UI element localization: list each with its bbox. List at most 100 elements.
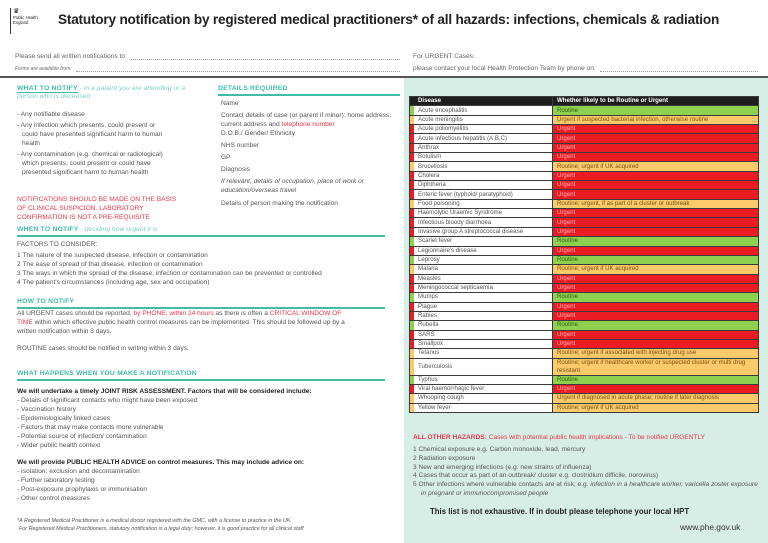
urgency-cell: Urgent if diagnosed in acute phase; rout… [552,393,759,404]
table-row: Tuberculosis Routine; urgent if healthcar… [409,357,759,376]
urgency-color-strip [410,125,414,134]
disease-name: Rabies [418,312,437,320]
factor-item: 3 The ways in which the spread of the di… [17,269,322,277]
other-hazards-section: ALL OTHER HAZARDS: Cases with potential … [413,433,758,499]
footnote: *A Registered Medical Practitioner is a … [17,517,387,533]
notify-item: - Any notifiable disease [17,111,85,118]
urgency-cell: Routine [552,320,759,331]
urgency-color-strip [410,283,414,293]
website-link[interactable]: www.phe.gov.uk [680,522,741,532]
urgency-color-strip [410,199,414,209]
disease-cell: Viral haemorrhagic fever [409,383,553,395]
disease-name: Brucellosis [418,162,448,170]
details-required-title: DETAILS REQUIRED [218,85,288,92]
what-happens-section: WHAT HAPPENS WHEN YOU MAKE A NOTIFICATIO… [17,370,385,503]
urgent-contact-label: please contact your local Health Protect… [413,65,596,72]
disease-cell: Typhus [409,374,553,385]
urgency-color-strip [410,115,414,125]
table-row: Legionnaire's disease Urgent [409,245,759,256]
disease-cell: Enteric fever (typhoid/ paratyphoid) [409,189,553,200]
table-row: Infectious bloody diarrhoea Urgent [409,217,759,228]
urgency-color-strip [410,339,414,349]
urgency-color-strip [410,106,414,115]
disease-cell: Cholera [409,170,553,182]
disease-name: Food poisoning [418,199,460,207]
urgency-color-strip [410,384,414,394]
risk-item: - Details of significant contacts who mi… [17,396,198,404]
detail-telephone: telephone number [281,120,335,128]
urgent-contact-field: please contact your local Health Protect… [413,65,758,72]
disease-cell: Haemolytic Uraemic Syndrome [409,208,553,219]
disease-cell: Scarlet fever [409,236,553,247]
disease-cell: Smallpox [409,338,553,350]
when-to-notify-section: WHEN TO NOTIFY - deciding how urgent it … [17,226,385,287]
table-row: Acute poliomyelitis Urgent [409,124,759,135]
risk-item: - Factors that may make contacts more vu… [17,423,164,431]
critical-window: CRITICAL WINDOW OF TIME [17,309,342,326]
urgency-cell: Urgent [552,189,759,200]
hazard-item: 1 Chemical exposure e.g. Carbon monoxide… [413,446,586,453]
disease-name: Scarlet fever [418,237,453,245]
table-row: Measles Urgent [409,273,759,284]
table-row: Rabies Urgent [409,310,759,322]
what-to-notify-title: WHAT TO NOTIFY [17,85,78,93]
disease-name: Leprosy [418,256,440,264]
table-row: Anthrax Urgent [409,142,759,154]
factor-item: 2 The ease of spread of that disease, in… [17,260,203,268]
clinical-suspicion-warning: NOTIFICATIONS SHOULD BE MADE ON THE BASI… [17,196,177,221]
disease-cell: Rabies [409,310,553,322]
disease-name: Meningococcal septicaemia [418,284,493,292]
disease-cell: SARS [409,329,553,340]
urgent-reporting-text: All URGENT cases should be reported, by … [17,309,357,336]
disease-name: Smallpox [418,340,444,348]
notify-item: - Any contamination (e.g. chemical or ra… [17,151,163,176]
what-to-notify-subtitle: - in a patient you are attending or a pe… [17,85,186,100]
urgency-cell: Routine; urgent if UK acquired [552,402,759,414]
urgency-cell: Routine; urgent if healthcare worker or … [552,357,759,376]
footnote-line: For Registered Medical Practitioners, st… [19,526,304,532]
detail-contact: Contact details of case (or parent if mi… [221,111,400,129]
factors-heading: FACTORS TO CONSIDER: [17,240,98,248]
disease-name: Tetanus [418,349,440,357]
urgency-cell: Urgent [552,338,759,350]
table-row: Whooping cough Urgent if diagnosed in acu… [409,393,759,404]
urgency-cell: Urgent [552,217,759,228]
disease-cell: Acute encephalitis [409,105,553,116]
urgency-color-strip [410,237,414,246]
divider [218,94,400,96]
disease-cell: Legionnaire's disease [409,245,553,256]
urgent-phone-blank[interactable] [599,66,758,72]
table-row: Rubella Routine [409,320,759,331]
urgency-cell: Urgent [552,208,759,219]
detail-nhs: NHS number [221,141,260,149]
disease-name: Acute poliomyelitis [418,125,469,133]
hazard-item: 3 New and emerging infections (e.g. new … [413,463,592,471]
table-row: Acute encephalitis Routine [409,105,759,116]
table-row: Acute infectious hepatitis (A,B,C) Urgent [409,133,759,144]
disease-cell: Measles [409,273,553,284]
advice-item: - Other control measures [17,494,90,502]
table-row: Brucellosis Routine; urgent if UK acquire… [409,161,759,172]
crest-icon: ♛ [13,8,20,15]
disease-name: Anthrax [418,143,440,151]
detail-name: Name [221,99,239,107]
table-row: Tetanus Routine; urgent if associated wit… [409,348,759,359]
urgency-color-strip [410,274,414,283]
disease-name: Rubella [418,321,439,329]
table-row: Leprosy Routine [409,254,759,266]
table-row: Malaria Routine; urgent if UK acquired [409,264,759,275]
phe-logo: ♛ Public Health England [10,8,38,34]
urgency-cell: Urgent [552,133,759,144]
table-row: Cholera Urgent [409,170,759,182]
disease-cell: Anthrax [409,142,553,154]
disease-cell: Diphtheria [409,180,553,191]
disease-cell: Yellow fever [409,402,553,414]
text: as there is often a [213,309,270,317]
urgency-cell: Urgent [552,142,759,154]
urgency-color-strip [410,349,414,358]
send-to-blank[interactable] [130,54,400,60]
forms-from-blank[interactable] [75,66,400,72]
disease-name: Malaria [418,265,438,273]
urgency-color-strip [410,134,414,143]
table-header-row: Disease Whether likely to be Routine or … [409,95,759,107]
